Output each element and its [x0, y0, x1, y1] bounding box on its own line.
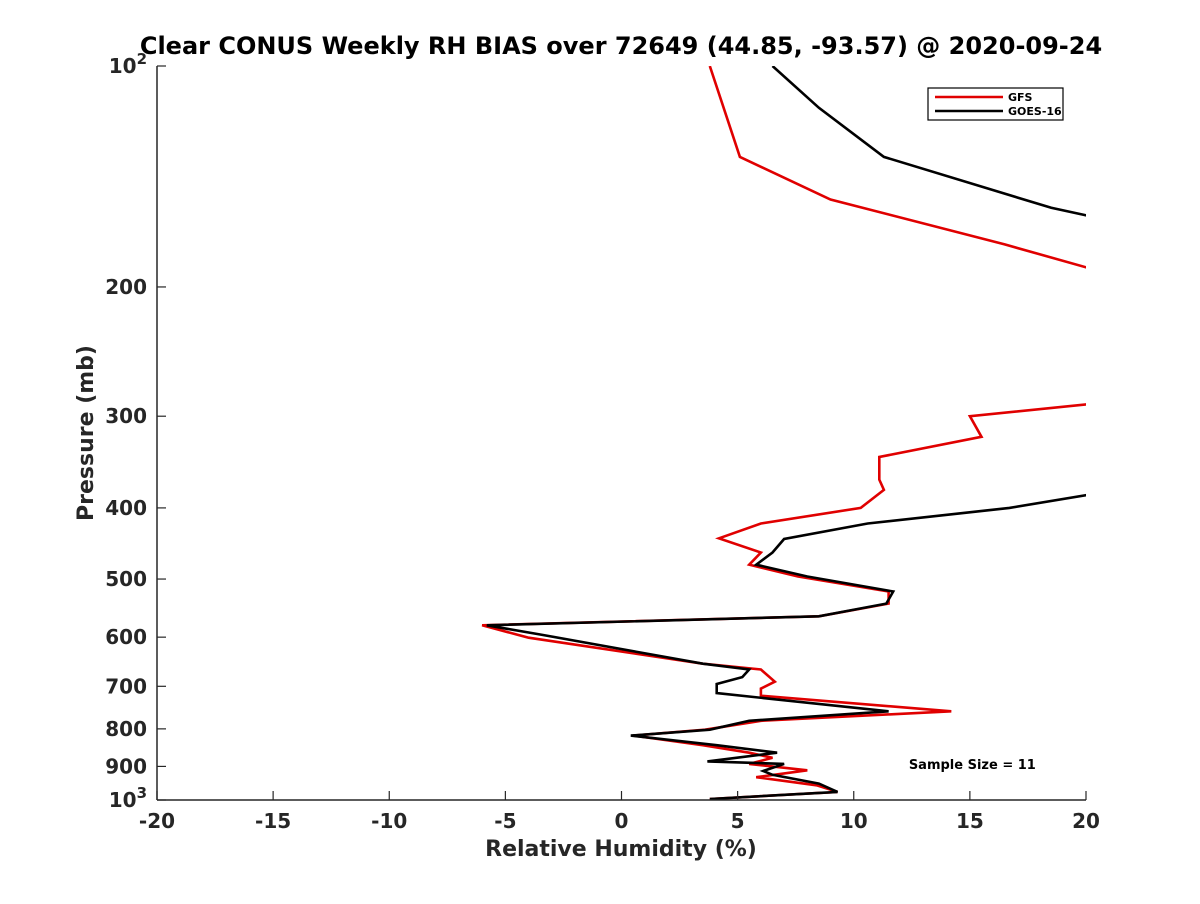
chart-title: Clear CONUS Weekly RH BIAS over 72649 (4… [140, 32, 1102, 60]
y-tick-label: 200 [105, 275, 147, 299]
x-tick-label: 5 [731, 809, 745, 833]
plot-background [157, 66, 1086, 800]
x-axis-title: Relative Humidity (%) [485, 837, 757, 862]
x-tick-label: 20 [1072, 809, 1100, 833]
x-tick-label: 0 [615, 809, 629, 833]
x-tick-label: -10 [371, 809, 407, 833]
annotation-layer: Sample Size = 11 [909, 758, 1036, 773]
y-tick-label: 500 [105, 567, 147, 591]
y-tick-label: 800 [105, 717, 147, 741]
ticks-layer: -20 -15 -10 -5 0 5 10 15 20102200300400500600700… [105, 50, 1100, 833]
legend-label-goes16: GOES-16 [1008, 105, 1062, 118]
legend: GFS GOES-16 [927, 87, 1064, 121]
x-tick-label: 10 [840, 809, 868, 833]
y-axis-title: Pressure (mb) [74, 345, 99, 521]
legend-label-gfs: GFS [1008, 91, 1033, 104]
y-tick-label: 700 [105, 674, 147, 698]
series-layer [481, 66, 1086, 800]
legend-box [927, 87, 1064, 121]
x-tick-label: -5 [494, 809, 516, 833]
series-line-goes16 [486, 66, 1086, 800]
y-tick-label: 400 [105, 496, 147, 520]
y-tick-label: 300 [105, 404, 147, 428]
x-tick-label: -15 [255, 809, 291, 833]
sample-size-annotation: Sample Size = 11 [909, 758, 1036, 773]
x-tick-label: -20 [139, 809, 175, 833]
y-tick-label: 600 [105, 625, 147, 649]
x-tick-label: 15 [956, 809, 984, 833]
y-tick-label: 900 [105, 754, 147, 778]
